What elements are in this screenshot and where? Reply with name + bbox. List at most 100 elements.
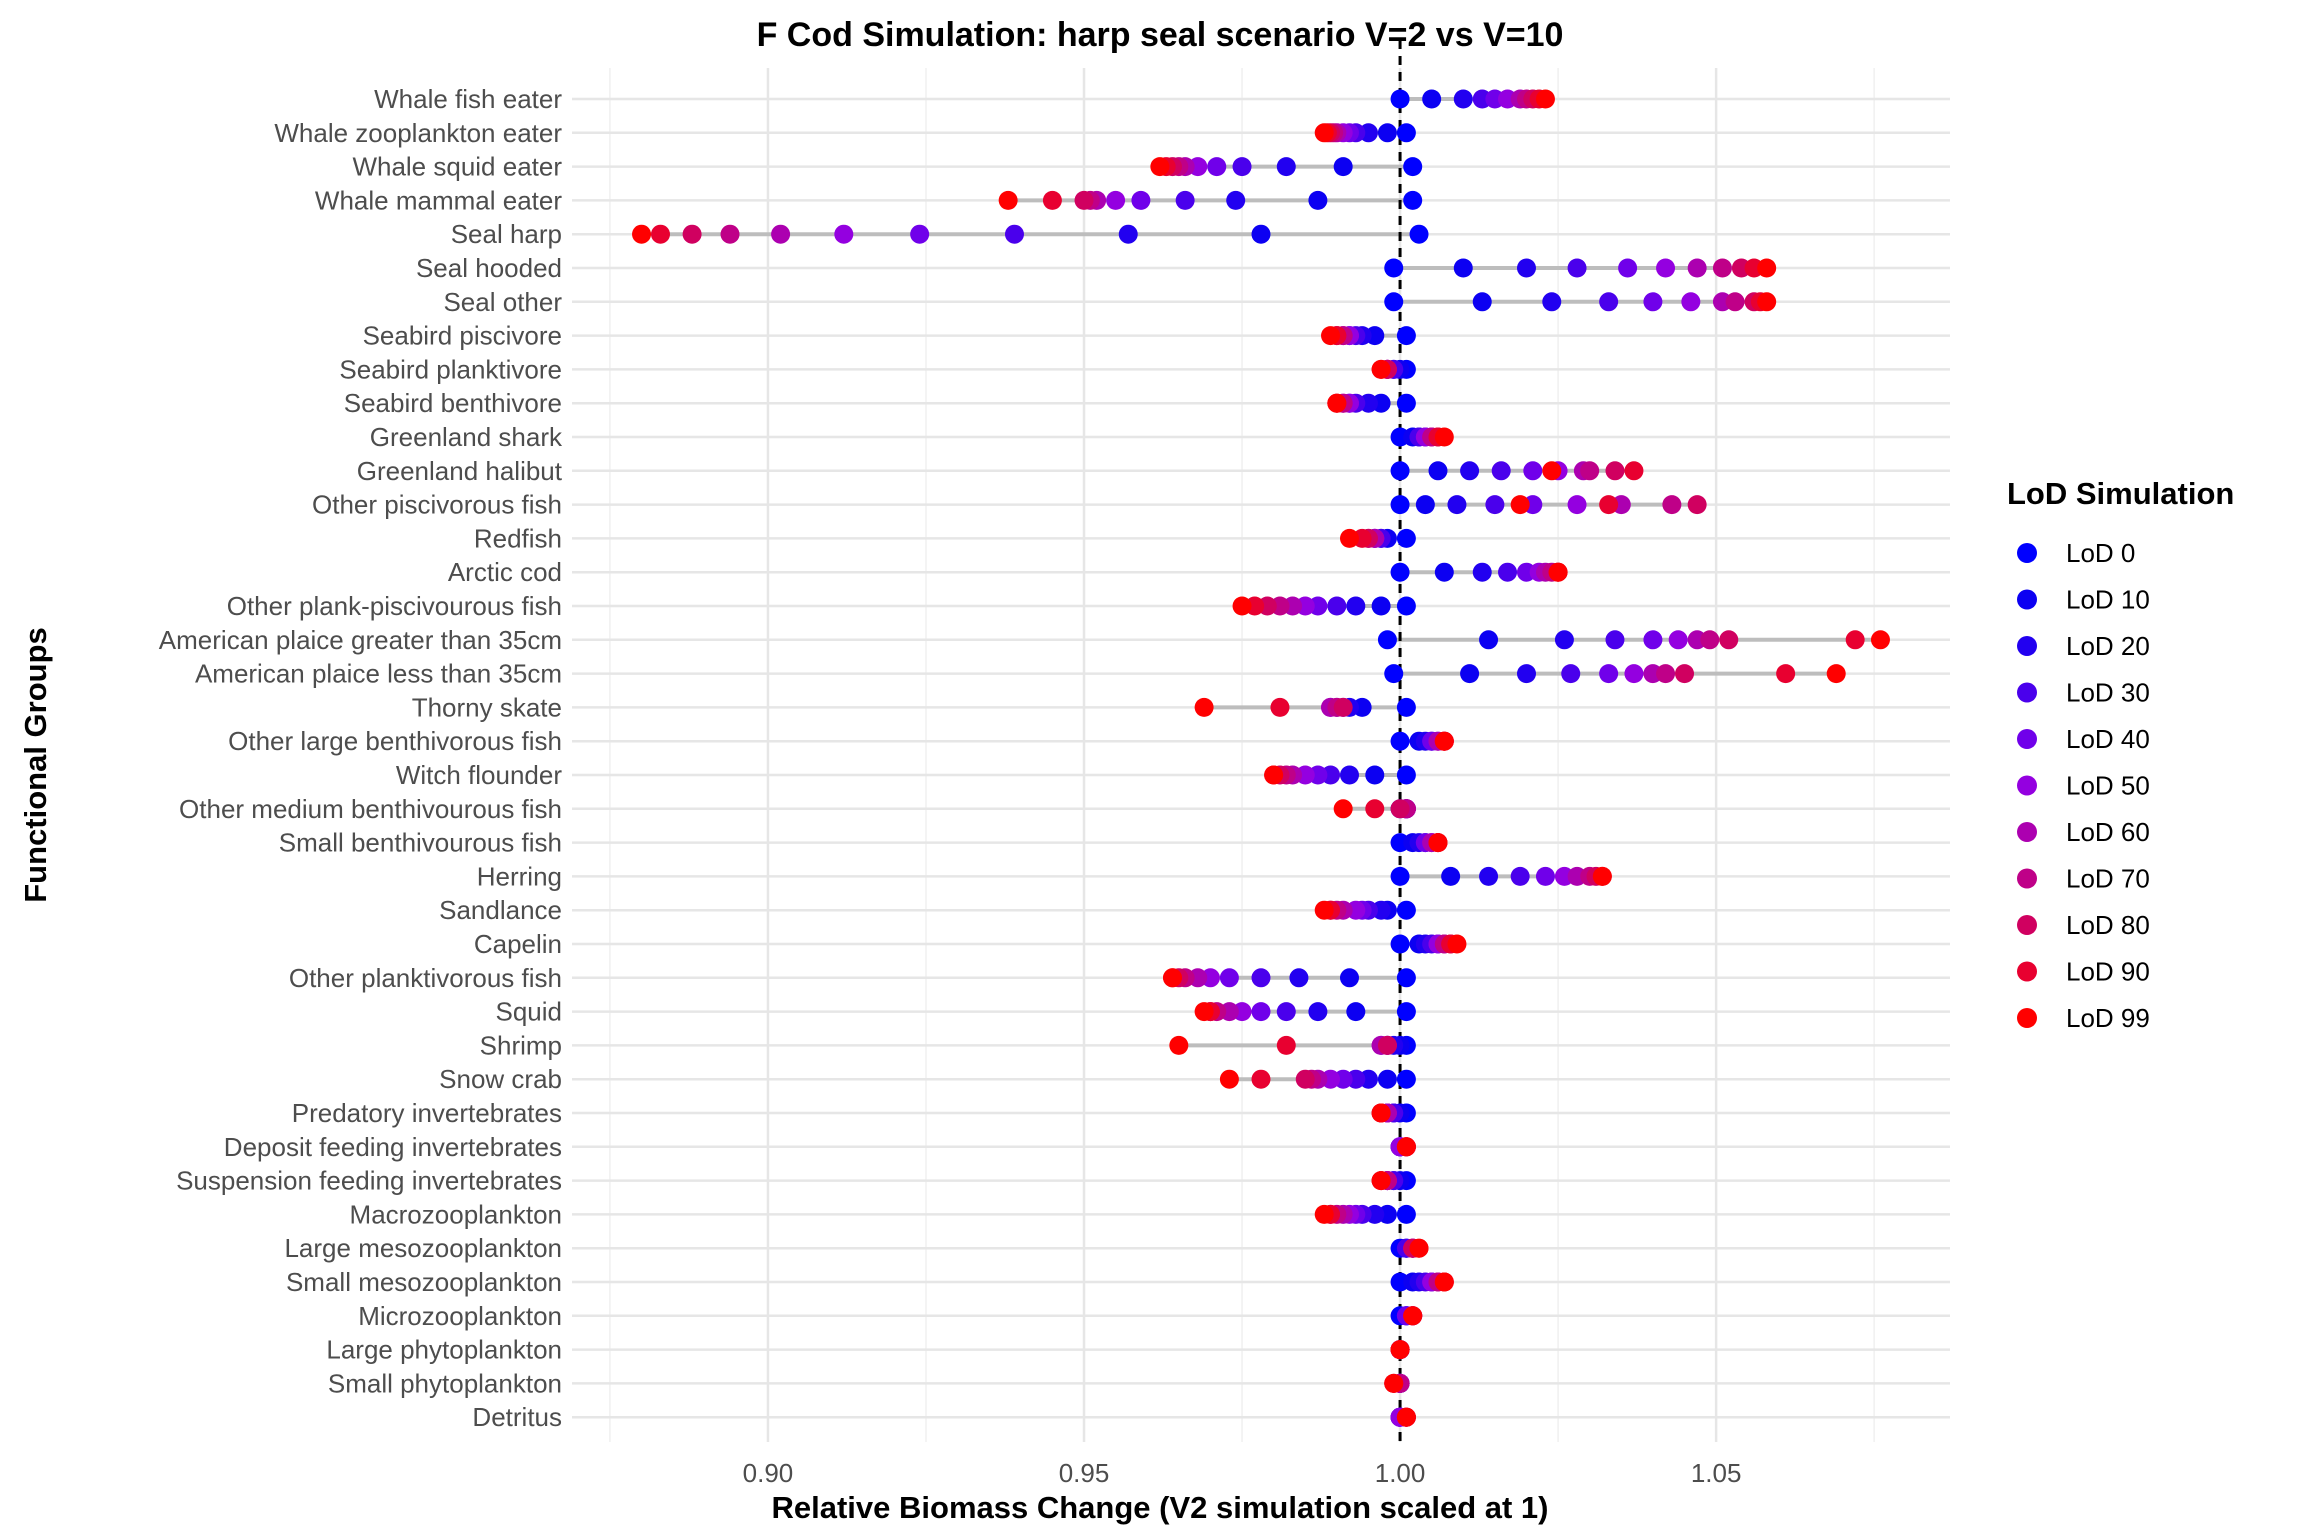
data-point bbox=[1599, 664, 1619, 684]
data-point bbox=[1434, 1272, 1454, 1292]
y-tick-label: Seabird benthivore bbox=[344, 388, 562, 418]
data-point bbox=[1276, 1002, 1296, 1022]
y-tick-label: Greenland shark bbox=[370, 422, 563, 452]
y-tick-label: Thorny skate bbox=[412, 692, 562, 722]
data-point bbox=[1681, 292, 1701, 312]
legend-label: LoD 99 bbox=[2066, 1003, 2150, 1033]
y-tick-label: Seal other bbox=[443, 287, 562, 317]
data-point bbox=[1434, 427, 1454, 447]
legend-key bbox=[2017, 961, 2037, 982]
x-tick-label: 1.00 bbox=[1375, 1458, 1426, 1488]
y-tick-label: Other planktivorous fish bbox=[289, 963, 562, 993]
data-point bbox=[1453, 89, 1473, 109]
data-point bbox=[1339, 528, 1359, 548]
y-tick-label: Whale mammal eater bbox=[315, 185, 562, 215]
y-tick-label: Whale squid eater bbox=[352, 152, 562, 182]
data-point bbox=[1396, 528, 1416, 548]
data-point bbox=[1390, 799, 1410, 819]
data-point bbox=[1314, 1204, 1334, 1224]
y-tick-label: Squid bbox=[496, 997, 563, 1027]
data-point bbox=[1434, 731, 1454, 751]
data-point bbox=[1472, 292, 1492, 312]
data-points bbox=[632, 89, 1890, 1427]
data-point bbox=[1409, 224, 1429, 244]
x-axis-title: Relative Biomass Change (V2 simulation s… bbox=[772, 1490, 1549, 1525]
data-point bbox=[1409, 1238, 1429, 1258]
data-point bbox=[1700, 630, 1720, 650]
legend-label: LoD 60 bbox=[2066, 817, 2150, 847]
data-point bbox=[1169, 1035, 1189, 1055]
data-point bbox=[1365, 765, 1385, 785]
data-point bbox=[1219, 968, 1239, 988]
data-point bbox=[1826, 664, 1846, 684]
data-point bbox=[1390, 461, 1410, 481]
data-point bbox=[1042, 190, 1062, 210]
y-tick-label: Other large benthivorous fish bbox=[228, 726, 562, 756]
data-point bbox=[1333, 157, 1353, 177]
y-tick-label: Small benthivourous fish bbox=[279, 828, 562, 858]
data-point bbox=[1150, 157, 1170, 177]
data-point bbox=[1460, 461, 1480, 481]
data-point bbox=[1479, 866, 1499, 886]
data-point bbox=[1390, 731, 1410, 751]
data-point bbox=[998, 190, 1018, 210]
data-point bbox=[1321, 326, 1341, 346]
legend-label: LoD 20 bbox=[2066, 631, 2150, 661]
data-point bbox=[1384, 292, 1404, 312]
data-point bbox=[1377, 1035, 1397, 1055]
data-point bbox=[1226, 190, 1246, 210]
data-point bbox=[1004, 224, 1024, 244]
data-point bbox=[1390, 495, 1410, 515]
legend: LoD Simulation LoD 0 LoD 10 LoD 20 LoD 30 Lo… bbox=[2007, 476, 2234, 1033]
y-tick-label: Microzooplankton bbox=[358, 1301, 562, 1331]
data-point bbox=[1377, 123, 1397, 143]
data-point bbox=[1662, 495, 1682, 515]
data-point bbox=[1510, 495, 1530, 515]
data-point bbox=[1542, 461, 1562, 481]
data-point bbox=[1453, 258, 1473, 278]
data-point bbox=[1624, 461, 1644, 481]
y-tick-label: Whale fish eater bbox=[374, 84, 562, 114]
data-point bbox=[1523, 461, 1543, 481]
data-point bbox=[1074, 190, 1094, 210]
y-tick-label: Seal hooded bbox=[416, 253, 562, 283]
data-point bbox=[720, 224, 740, 244]
data-point bbox=[1118, 224, 1138, 244]
data-point bbox=[1163, 968, 1183, 988]
data-point bbox=[1339, 968, 1359, 988]
data-point bbox=[1656, 258, 1676, 278]
data-point bbox=[771, 224, 791, 244]
data-point bbox=[1106, 190, 1126, 210]
x-tick-label: 0.90 bbox=[743, 1458, 794, 1488]
data-point bbox=[1396, 900, 1416, 920]
data-point bbox=[1384, 258, 1404, 278]
data-point bbox=[1712, 258, 1732, 278]
legend-label: LoD 80 bbox=[2066, 910, 2150, 940]
legend-key bbox=[2017, 775, 2037, 796]
legend-key bbox=[2017, 636, 2037, 656]
data-point bbox=[1428, 833, 1448, 853]
y-tick-label: American plaice less than 35cm bbox=[195, 659, 562, 689]
y-tick-label: Sandlance bbox=[439, 895, 562, 925]
data-point bbox=[1535, 89, 1555, 109]
data-point bbox=[1346, 1002, 1366, 1022]
data-point bbox=[1491, 461, 1511, 481]
data-point bbox=[1339, 765, 1359, 785]
data-point bbox=[1251, 968, 1271, 988]
data-point bbox=[1396, 123, 1416, 143]
y-axis-labels: Whale fish eater Whale zooplankton eater W… bbox=[159, 84, 563, 1432]
y-tick-label: Detritus bbox=[472, 1402, 562, 1432]
y-tick-label: Seabird planktivore bbox=[339, 354, 562, 384]
data-point bbox=[1384, 1373, 1404, 1393]
y-tick-label: Large mesozooplankton bbox=[284, 1233, 562, 1263]
data-point bbox=[1314, 123, 1334, 143]
data-point bbox=[1396, 1069, 1416, 1089]
y-tick-label: Deposit feeding invertebrates bbox=[224, 1132, 562, 1162]
data-point bbox=[1396, 1137, 1416, 1157]
y-tick-label: Other piscivorous fish bbox=[312, 490, 562, 520]
data-point bbox=[1333, 697, 1353, 717]
y-tick-label: Arctic cod bbox=[448, 557, 562, 587]
data-point bbox=[1295, 1069, 1315, 1089]
data-point bbox=[1251, 1002, 1271, 1022]
y-tick-label: Small mesozooplankton bbox=[286, 1267, 562, 1297]
